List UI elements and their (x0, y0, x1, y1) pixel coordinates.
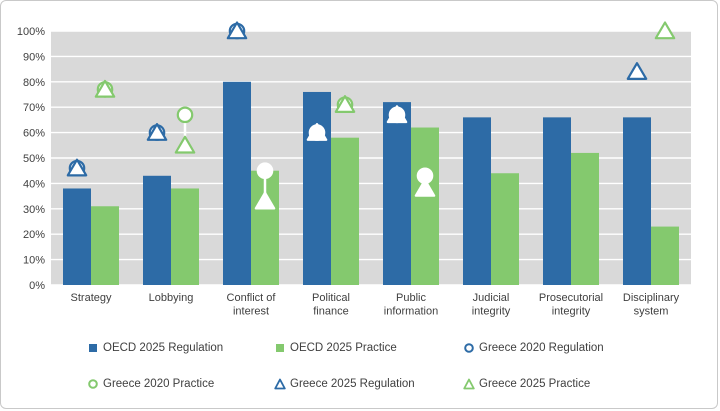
bar-regulation (63, 188, 91, 285)
legend-label: OECD 2025 Regulation (103, 342, 224, 354)
bar-regulation (303, 91, 331, 286)
bar-regulation (143, 175, 171, 285)
marker-triangle-practice (94, 79, 116, 98)
marker-triangle-practice (254, 191, 276, 210)
x-category-label: system (634, 306, 669, 318)
marker-triangle-practice (654, 21, 676, 40)
x-category-label: information (384, 306, 438, 318)
legend-item-greece-2025-regulation: Greece 2025 Regulation (274, 378, 415, 390)
bar-regulation (223, 81, 251, 285)
legend-item-greece-2020-practice: Greece 2020 Practice (87, 378, 214, 390)
legend-label: OECD 2025 Practice (290, 342, 397, 354)
x-category-label: Judicial (473, 292, 510, 304)
marker-circle-practice (176, 106, 194, 124)
marker-triangle-regulation (226, 21, 248, 40)
bar-practice (411, 127, 439, 286)
bar-practice (651, 226, 679, 285)
bar-regulation (623, 117, 651, 285)
marker-triangle-regulation (66, 158, 88, 177)
y-tick-label: 80% (23, 77, 45, 89)
legend-item-oecd-2025-practice: OECD 2025 Practice (274, 342, 397, 354)
legend-label: Greece 2020 Regulation (479, 342, 604, 354)
legend-swatch-bar-icon (274, 342, 286, 354)
bar-practice (91, 206, 119, 285)
legend-swatch-bar-icon (87, 342, 99, 354)
legend-swatch-circle-icon (463, 342, 475, 354)
x-category-label: Political (312, 292, 350, 304)
marker-triangle-practice (174, 135, 196, 154)
x-category-label: integrity (472, 306, 511, 318)
marker-triangle-regulation (146, 123, 168, 141)
y-tick-label: 50% (23, 153, 45, 165)
y-tick-label: 100% (17, 26, 45, 38)
y-tick-label: 20% (23, 229, 45, 241)
legend-item-greece-2020-regulation: Greece 2020 Regulation (463, 342, 604, 354)
bar-regulation (543, 117, 571, 285)
y-tick-label: 0% (29, 280, 45, 292)
y-tick-label: 30% (23, 204, 45, 216)
x-category-label: Strategy (71, 292, 112, 304)
legend-item-oecd-2025-regulation: OECD 2025 Regulation (87, 342, 223, 354)
marker-triangle-regulation (626, 62, 648, 80)
x-category-label: Conflict of (227, 292, 277, 304)
bar-practice (571, 152, 599, 285)
legend-swatch-triangle-icon (463, 378, 475, 390)
bar-regulation (463, 117, 491, 285)
marker-circle-practice (256, 162, 274, 179)
bar-regulation (383, 102, 411, 286)
x-category-label: integrity (552, 306, 591, 318)
x-category-label: Public (396, 292, 426, 304)
y-tick-label: 60% (23, 128, 45, 140)
y-tick-label: 90% (23, 51, 45, 63)
y-tick-label: 10% (23, 255, 45, 267)
marker-triangle-practice (334, 95, 356, 113)
marker-triangle-regulation (386, 105, 408, 124)
x-category-label: Disciplinary (623, 292, 680, 304)
x-category-label: interest (233, 306, 269, 318)
chart-plot: 0% 10% 20% 30% 40% 50% 60% 70% 80% 90% 100% Strateg… (17, 21, 691, 318)
bar-practice (491, 173, 519, 285)
legend-swatch-circle-icon (87, 378, 99, 390)
legend-swatch-triangle-icon (274, 378, 286, 390)
marker-triangle-regulation (306, 123, 328, 141)
x-category-label: finance (313, 306, 348, 318)
y-tick-label: 70% (23, 102, 45, 114)
legend-item-greece-2025-practice: Greece 2025 Practice (463, 378, 590, 390)
bar-practice (171, 188, 199, 285)
x-category-label: Prosecutorial (539, 292, 603, 304)
marker-triangle-practice (414, 178, 436, 197)
legend-label: Greece 2025 Regulation (290, 378, 415, 390)
y-tick-label: 40% (23, 178, 45, 190)
bar-practice (331, 137, 359, 285)
legend-label: Greece 2020 Practice (103, 378, 215, 390)
x-category-label: Lobbying (149, 292, 194, 304)
legend-label: Greece 2025 Practice (479, 378, 591, 390)
